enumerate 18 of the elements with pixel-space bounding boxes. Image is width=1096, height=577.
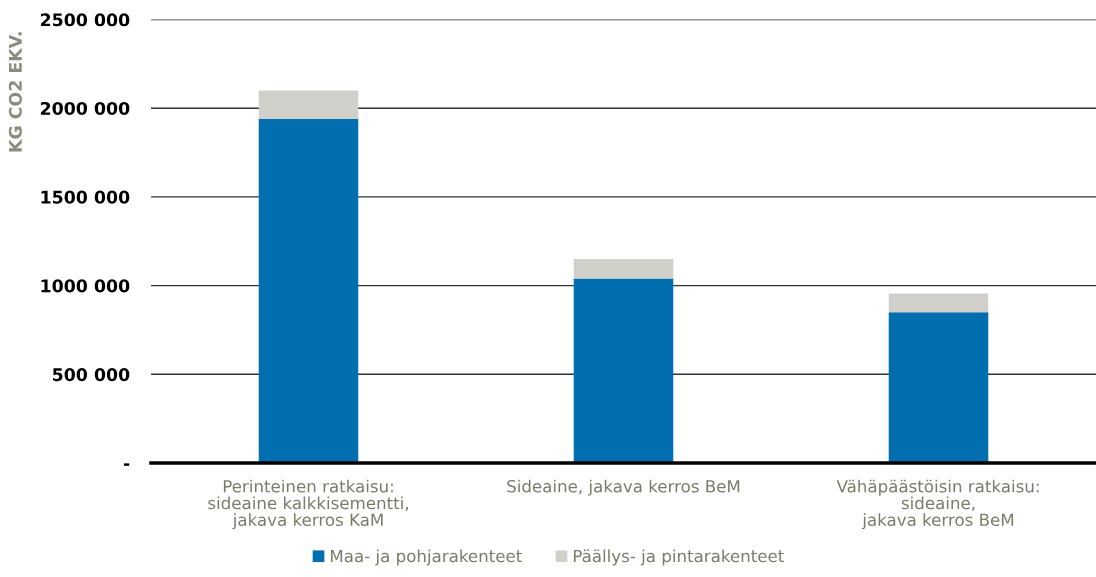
y-tick-label: 2500 000 — [40, 13, 130, 27]
y-tick-label: 1000 000 — [41, 279, 130, 293]
legend-label: Päällys- ja pintarakenteet — [573, 549, 784, 566]
bar — [888, 312, 989, 463]
y-tick-label: - — [123, 463, 130, 466]
y-tick-label: 2000 000 — [40, 101, 130, 116]
y-axis-title: KG CO2 EKV. — [8, 32, 22, 152]
bar — [888, 293, 989, 313]
x-tick-label: Sideaine, jakava kerros BeM — [507, 479, 740, 496]
bar — [258, 118, 359, 463]
y-tick-label: 500 000 — [52, 368, 130, 382]
x-tick-label: Perinteinen ratkaisu: sideaine kalkkisementti, jakava kerros KaM — [208, 479, 408, 530]
bar — [573, 258, 674, 279]
x-tick-label: Vähäpäästöisin ratkaisu: sideaine, jakava kerros BeM — [836, 479, 1039, 530]
y-tick-label: 1500 000 — [41, 190, 130, 204]
bar — [573, 278, 674, 463]
bar — [258, 90, 359, 119]
legend-label: Maa- ja pohjarakenteet — [330, 549, 522, 566]
